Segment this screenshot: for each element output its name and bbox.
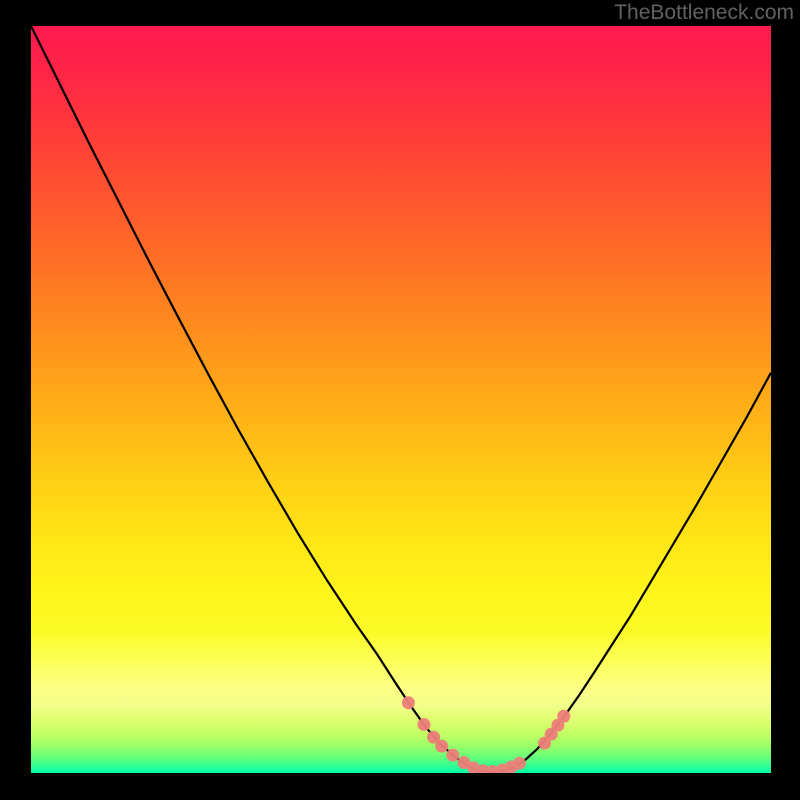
marker-dot — [513, 757, 526, 770]
gradient-background — [31, 26, 771, 773]
attribution-text: TheBottleneck.com — [614, 0, 794, 26]
marker-dot — [435, 740, 448, 753]
marker-dot — [446, 749, 459, 762]
marker-dot — [417, 718, 430, 731]
bottleneck-chart — [0, 0, 800, 800]
chart-frame: TheBottleneck.com — [0, 0, 800, 800]
marker-dot — [402, 696, 415, 709]
marker-dot — [557, 710, 570, 723]
